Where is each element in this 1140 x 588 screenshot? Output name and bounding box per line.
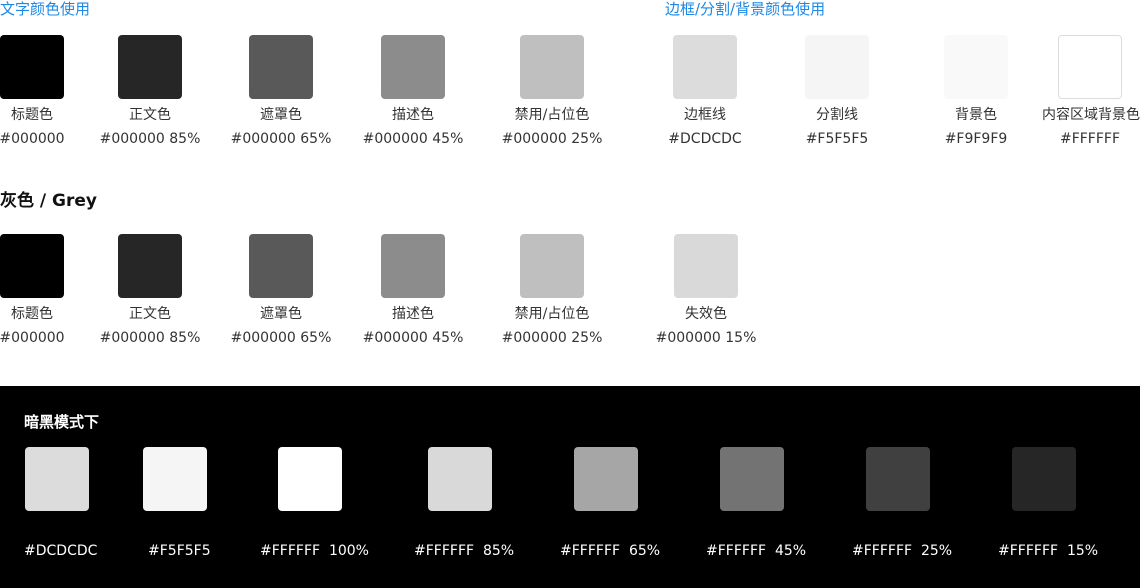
dark-color-hex: #FFFFFF 45% <box>706 543 807 559</box>
color-label: 背景色 <box>955 107 997 123</box>
color-swatch <box>0 234 64 298</box>
color-label: 标题色 <box>11 306 53 322</box>
dark-mode-panel: 暗黑模式下 #DCDCDC #F5F5F5 #FFFFFF 100% #FFFF… <box>0 386 1140 588</box>
dark-color-swatch <box>428 447 492 511</box>
color-label: 标题色 <box>11 107 53 123</box>
color-swatch <box>118 35 182 99</box>
dark-color-hex: #FFFFFF 85% <box>414 543 515 559</box>
color-hex: #DCDCDC <box>668 131 742 147</box>
color-swatch <box>118 234 182 298</box>
dark-color-hex: #FFFFFF 100% <box>260 543 369 559</box>
dark-color-swatch <box>278 447 342 511</box>
color-hex: #000000 85% <box>99 131 201 147</box>
color-hex: #000000 <box>0 131 65 147</box>
color-hex: #000000 15% <box>655 330 757 346</box>
color-label: 内容区域背景色 <box>1042 107 1140 123</box>
dark-color-swatch <box>574 447 638 511</box>
color-label: 正文色 <box>129 107 171 123</box>
color-label: 禁用/占位色 <box>514 107 590 123</box>
color-label: 描述色 <box>392 306 434 322</box>
color-swatch <box>520 234 584 298</box>
text-colors-title: 文字颜色使用 <box>0 0 91 18</box>
color-label: 正文色 <box>129 306 171 322</box>
color-hex: #000000 85% <box>99 330 201 346</box>
color-label: 描述色 <box>392 107 434 123</box>
dark-color-hex: #FFFFFF 15% <box>998 543 1099 559</box>
dark-color-hex: #F5F5F5 <box>148 543 211 559</box>
color-label: 禁用/占位色 <box>514 306 590 322</box>
color-swatch <box>249 234 313 298</box>
color-hex: #000000 <box>0 330 65 346</box>
color-hex: #000000 45% <box>362 330 464 346</box>
color-hex: #000000 65% <box>230 330 332 346</box>
color-hex: #F5F5F5 <box>805 131 869 147</box>
color-label: 失效色 <box>685 306 727 322</box>
color-swatch <box>805 35 869 99</box>
color-swatch <box>249 35 313 99</box>
color-hex: #000000 25% <box>501 330 603 346</box>
color-label: 遮罩色 <box>260 306 302 322</box>
dark-color-swatch <box>143 447 207 511</box>
dark-color-swatch <box>720 447 784 511</box>
dark-color-hex: #FFFFFF 65% <box>560 543 661 559</box>
color-swatch <box>381 35 445 99</box>
color-swatch <box>673 35 737 99</box>
color-hex: #000000 45% <box>362 131 464 147</box>
dark-color-hex: #FFFFFF 25% <box>852 543 953 559</box>
dark-color-swatch <box>866 447 930 511</box>
color-hex: #000000 25% <box>501 131 603 147</box>
dark-color-hex: #DCDCDC <box>24 543 98 559</box>
color-hex: #F9F9F9 <box>944 131 1008 147</box>
color-swatch <box>944 35 1008 99</box>
border-colors-title: 边框/分割/背景颜色使用 <box>665 0 826 18</box>
dark-color-swatch <box>1012 447 1076 511</box>
color-swatch <box>520 35 584 99</box>
color-swatch <box>1058 35 1122 99</box>
color-swatch <box>0 35 64 99</box>
color-label: 边框线 <box>684 107 726 123</box>
dark-mode-title: 暗黑模式下 <box>24 413 100 431</box>
color-label: 分割线 <box>816 107 858 123</box>
dark-color-swatch <box>25 447 89 511</box>
grey-section-title: 灰色 / Grey <box>0 191 97 211</box>
color-hex: #000000 65% <box>230 131 332 147</box>
color-hex: #FFFFFF <box>1059 131 1121 147</box>
color-label: 遮罩色 <box>260 107 302 123</box>
color-swatch <box>381 234 445 298</box>
color-swatch <box>674 234 738 298</box>
